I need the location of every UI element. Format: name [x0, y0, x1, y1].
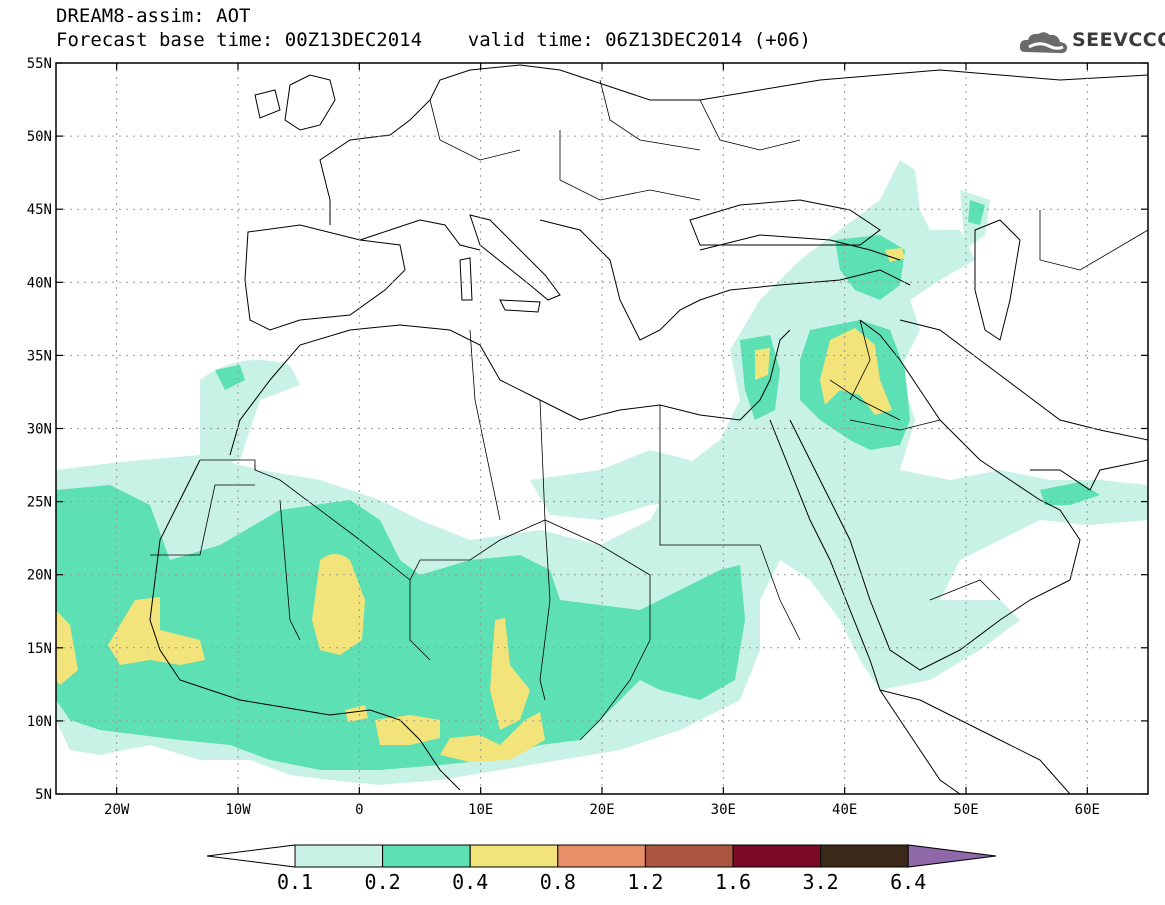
colorbar-label: 6.4	[890, 870, 926, 894]
aot-shading	[56, 160, 1148, 785]
lon-tick-label: 60E	[1075, 802, 1100, 818]
forecast-time-line: Forecast base time: 00Z13DEC2014 valid t…	[56, 29, 811, 51]
colorbar-label: 0.1	[277, 870, 313, 894]
lat-tick-label: 25N	[27, 495, 52, 511]
lon-tick-label: 50E	[953, 802, 978, 818]
colorbar-box	[294, 844, 384, 868]
colorbar-label: 1.6	[715, 870, 751, 894]
lat-tick-label: 30N	[27, 422, 52, 438]
lat-tick-label: 10N	[27, 714, 52, 730]
colorbar-box	[469, 844, 559, 868]
lon-tick-label: 20E	[589, 802, 614, 818]
colorbar-box	[644, 844, 734, 868]
colorbar-box	[820, 844, 909, 868]
lon-tick-label: 20W	[104, 802, 130, 818]
lon-tick-label: 40E	[832, 802, 857, 818]
colorbar-label: 1.2	[627, 870, 663, 894]
colorbar-label: 3.2	[803, 870, 839, 894]
lon-tick-label: 10W	[225, 802, 251, 818]
colorbar-box	[557, 844, 646, 868]
lat-tick-label: 20N	[27, 568, 52, 584]
lat-tick-label: 5N	[35, 787, 52, 803]
map-title: DREAM8-assim: AOT	[56, 5, 251, 27]
lat-tick-label: 35N	[27, 348, 52, 364]
colorbar-label: 0.4	[452, 870, 488, 894]
lat-tick-label: 45N	[27, 202, 52, 218]
axis-ticks: 5N 10N 15N 20N 25N 30N 35N 40N 45N 50N 55N 20W 10W 0 1…	[27, 56, 1148, 818]
gridlines	[56, 63, 1148, 794]
colorbar-label: 0.2	[365, 870, 401, 894]
lon-tick-label: 0	[355, 802, 363, 818]
logo-text: SEEVCCC	[1072, 29, 1165, 51]
lat-tick-label: 15N	[27, 641, 52, 657]
lat-tick-label: 50N	[27, 129, 52, 145]
colorbar-label: 0.8	[540, 870, 576, 894]
colorbar-box	[382, 844, 471, 868]
borders	[150, 79, 1148, 741]
colorbar-over-arrow	[907, 844, 997, 868]
lon-tick-label: 30E	[711, 802, 736, 818]
lat-tick-label: 40N	[27, 275, 52, 291]
cloud-icon	[1019, 32, 1068, 54]
coastlines	[149, 64, 1148, 794]
colorbar-box	[732, 844, 822, 868]
lon-tick-label: 10E	[468, 802, 493, 818]
colorbar-under-arrow	[206, 844, 296, 868]
lat-tick-label: 55N	[27, 56, 52, 72]
